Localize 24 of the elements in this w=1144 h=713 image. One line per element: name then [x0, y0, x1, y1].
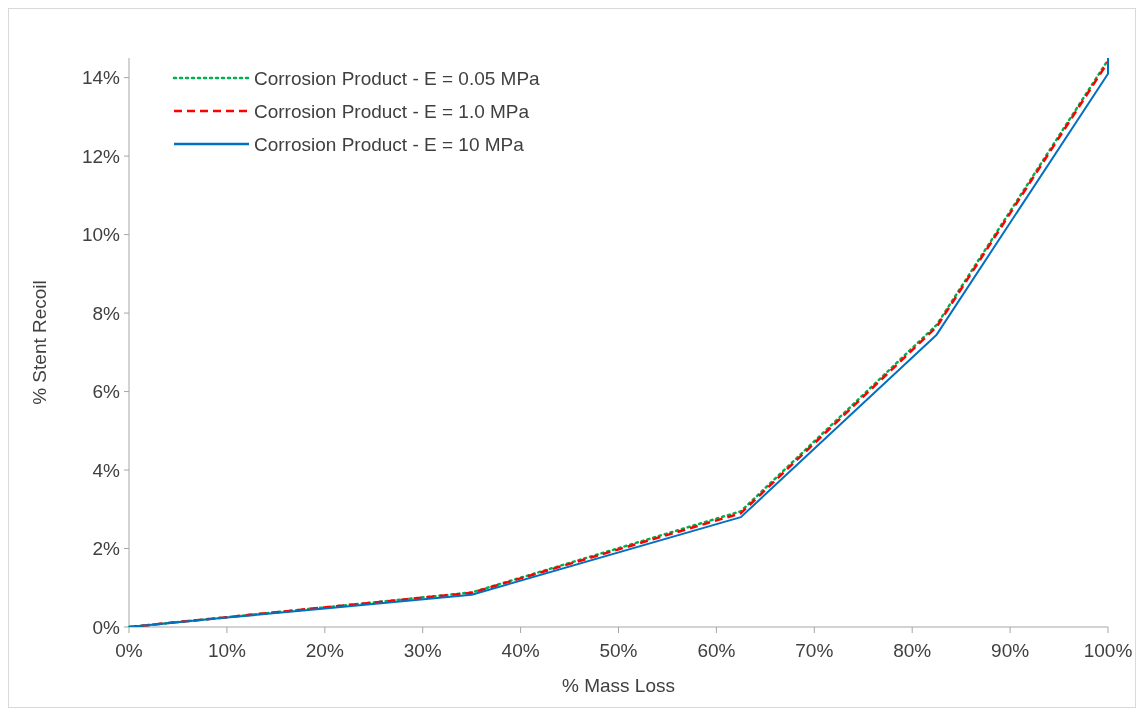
x-tick-label: 30% — [403, 640, 442, 661]
y-axis-title: % Stent Recoil — [29, 280, 50, 405]
y-tick-label: 2% — [92, 538, 121, 560]
x-tick-label: 40% — [501, 640, 540, 661]
y-tick-label: 14% — [81, 67, 121, 89]
legend-label: Corrosion Product - E = 10 MPa — [254, 133, 525, 155]
y-tick-label: 6% — [92, 381, 121, 403]
x-tick-label: 50% — [599, 640, 638, 661]
x-tick-label: 20% — [305, 640, 344, 661]
x-tick-label: 70% — [795, 640, 834, 661]
x-tick-label: 100% — [1083, 640, 1133, 661]
y-tick-label: 0% — [92, 616, 121, 638]
x-tick-label: 80% — [893, 640, 932, 661]
x-tick-label: 60% — [697, 640, 736, 661]
x-axis-title: % Mass Loss — [562, 675, 675, 696]
x-tick-label: 90% — [991, 640, 1030, 661]
x-tick-label: 0% — [115, 640, 143, 661]
y-tick-label: 10% — [81, 224, 121, 246]
x-tick-label: 10% — [207, 640, 247, 661]
y-tick-label: 8% — [92, 302, 121, 324]
legend-label: Corrosion Product - E = 1.0 MPa — [254, 100, 530, 122]
y-tick-label: 12% — [81, 145, 121, 167]
y-tick-label: 4% — [92, 459, 121, 481]
legend-label: Corrosion Product - E = 0.05 MPa — [254, 67, 541, 89]
